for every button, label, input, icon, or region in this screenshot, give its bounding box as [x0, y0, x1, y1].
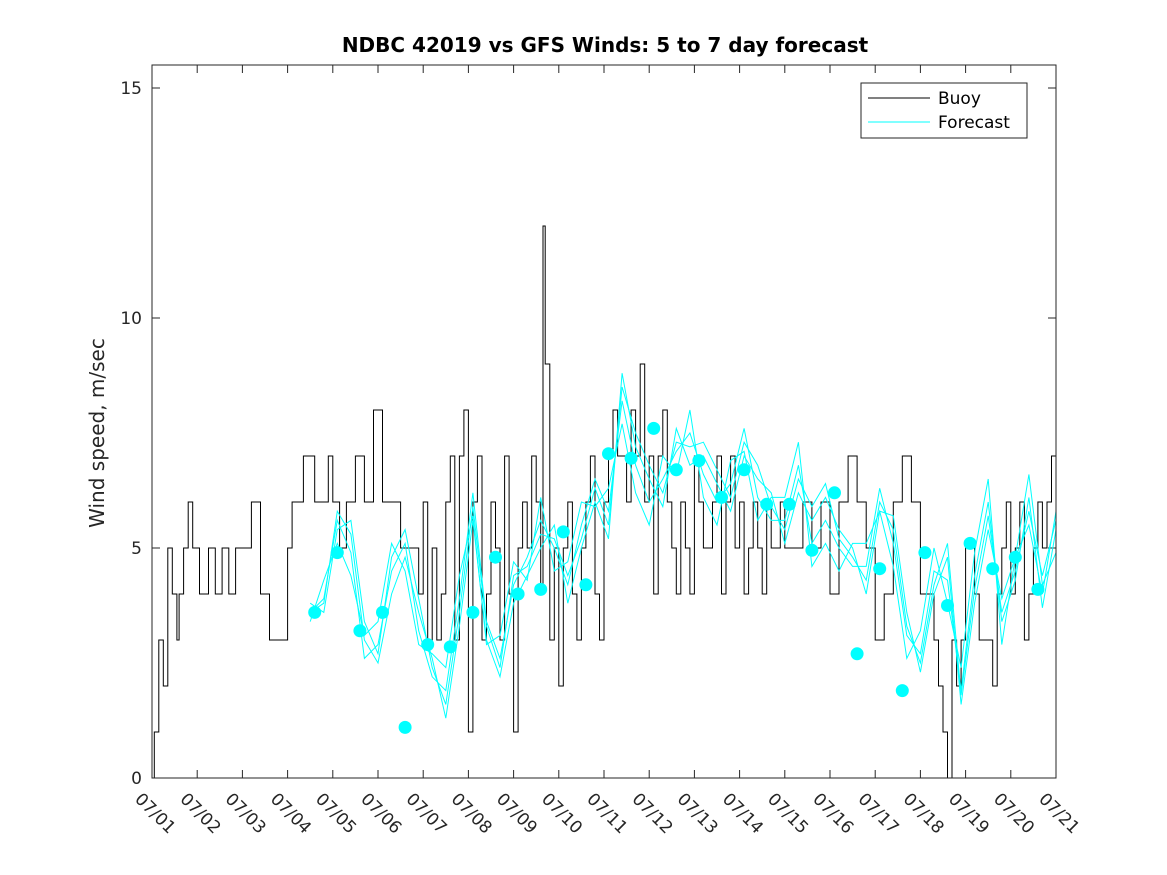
forecast-marker	[421, 638, 435, 652]
forecast-marker	[850, 647, 864, 661]
forecast-marker	[489, 550, 502, 564]
forecast-marker	[805, 543, 819, 557]
forecast-marker	[828, 486, 841, 500]
y-axis-label: Wind speed, m/sec	[85, 338, 109, 528]
forecast-marker	[579, 578, 593, 592]
forecast-marker	[511, 587, 525, 601]
series-buoy-line	[152, 225, 1057, 779]
forecast-marker	[398, 720, 412, 734]
forecast-marker	[941, 599, 954, 612]
series-forecast-line-1	[309, 373, 1057, 719]
forecast-marker	[443, 640, 457, 654]
forecast-marker	[737, 463, 751, 477]
forecast-marker	[1031, 582, 1045, 596]
forecast-marker	[669, 463, 683, 477]
forecast-marker	[715, 490, 728, 504]
legend-label-buoy: Buoy	[938, 89, 981, 109]
y-tick-label: 15	[120, 79, 142, 99]
forecast-marker	[330, 546, 344, 560]
series-forecast-line-3	[309, 409, 1057, 669]
forecast-marker	[466, 605, 480, 619]
forecast-marker	[918, 546, 932, 560]
forecast-marker	[556, 525, 570, 539]
chart-title: NDBC 42019 vs GFS Winds: 5 to 7 day fore…	[342, 33, 869, 57]
y-tick-label: 5	[131, 539, 142, 559]
forecast-marker	[602, 447, 615, 461]
y-tick-label: 0	[131, 769, 142, 789]
forecast-marker	[873, 562, 887, 576]
forecast-marker	[895, 684, 909, 698]
forecast-marker	[534, 582, 548, 596]
legend-box	[860, 82, 1028, 139]
forecast-marker	[782, 497, 796, 511]
forecast-marker	[963, 536, 977, 550]
forecast-marker	[986, 562, 1000, 576]
forecast-marker	[692, 454, 706, 468]
forecast-marker	[376, 605, 389, 619]
forecast-marker	[760, 497, 774, 511]
forecast-marker	[308, 605, 322, 619]
series-forecast-line-4	[309, 386, 1057, 705]
forecast-marker	[353, 624, 367, 638]
legend: Buoy Forecast	[860, 82, 1028, 139]
y-tick-label: 10	[120, 309, 142, 329]
forecast-marker	[647, 421, 661, 435]
plot-area-frame	[151, 64, 1057, 779]
forecast-marker	[1008, 550, 1022, 564]
legend-label-forecast: Forecast	[938, 113, 1010, 133]
forecast-marker	[624, 451, 638, 465]
